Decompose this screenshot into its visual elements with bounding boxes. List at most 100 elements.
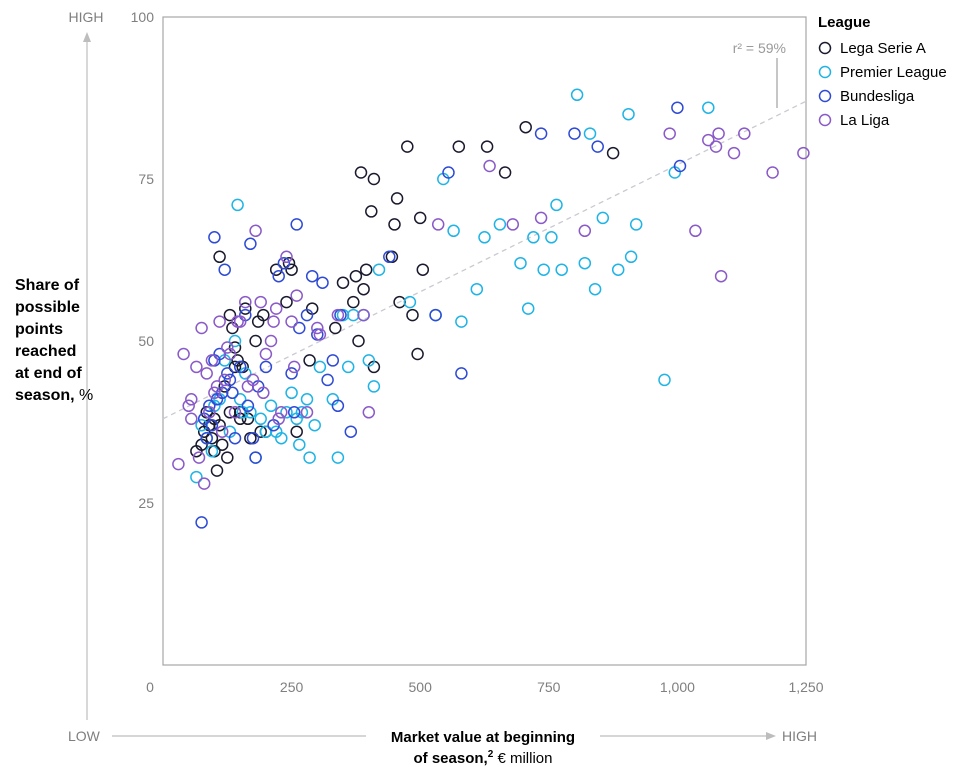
legend-title: League <box>818 14 871 31</box>
point-la-liga <box>177 347 190 361</box>
point-lega-serie-a <box>413 211 427 225</box>
point-bundesliga <box>334 308 347 322</box>
point-la-liga <box>331 308 345 322</box>
y-label-line-3: points <box>15 321 63 338</box>
x-label-superscript: 2 <box>488 749 494 760</box>
point-lega-serie-a <box>357 282 370 296</box>
point-premier-league <box>244 406 257 419</box>
point-lega-serie-a <box>390 192 404 205</box>
point-la-liga <box>483 159 496 173</box>
point-la-liga <box>221 341 234 354</box>
point-premier-league <box>300 393 314 406</box>
point-la-liga <box>285 315 298 328</box>
point-bundesliga <box>249 451 262 464</box>
point-bundesliga <box>287 406 301 419</box>
point-bundesliga <box>321 373 334 387</box>
point-bundesliga <box>383 250 396 264</box>
point-premier-league <box>550 198 563 212</box>
x-label-unit-text: € million <box>497 750 552 767</box>
point-premier-league <box>555 263 568 276</box>
point-la-liga <box>246 373 260 387</box>
point-bundesliga <box>305 269 319 283</box>
x-tick-label: 250 <box>280 679 304 695</box>
point-la-liga <box>269 302 283 315</box>
y-label-line-4: reached <box>15 343 76 360</box>
point-la-liga <box>714 269 728 283</box>
point-la-liga <box>738 127 751 140</box>
point-premier-league <box>264 399 278 413</box>
point-lega-serie-a <box>280 295 293 309</box>
point-premier-league <box>195 418 208 432</box>
point-premier-league <box>624 250 638 264</box>
point-lega-serie-a <box>359 263 373 276</box>
point-la-liga <box>182 399 195 413</box>
point-la-liga <box>709 140 723 153</box>
point-premier-league <box>447 224 460 238</box>
point-la-liga <box>200 367 213 380</box>
point-lega-serie-a <box>221 451 234 464</box>
point-lega-serie-a <box>239 302 252 315</box>
point-la-liga <box>766 166 779 179</box>
point-premier-league <box>583 127 597 140</box>
point-premier-league <box>455 315 468 328</box>
y-label-line-1: Share of <box>15 277 80 294</box>
plot-frame <box>162 16 807 666</box>
point-la-liga <box>727 146 741 160</box>
point-lega-serie-a <box>401 140 414 153</box>
point-la-liga <box>185 412 198 426</box>
point-bundesliga <box>429 308 442 322</box>
point-bundesliga <box>223 373 237 387</box>
point-premier-league <box>702 101 715 114</box>
point-bundesliga <box>591 140 604 153</box>
point-la-liga <box>210 380 224 393</box>
point-la-liga <box>702 133 715 147</box>
point-bundesliga <box>344 425 358 438</box>
point-premier-league <box>570 88 584 102</box>
point-lega-serie-a <box>354 166 368 179</box>
point-lega-serie-a <box>282 256 296 270</box>
point-la-liga <box>203 406 216 419</box>
point-bundesliga <box>671 101 684 114</box>
point-premier-league <box>596 211 610 225</box>
legend-marker <box>818 89 832 103</box>
point-premier-league <box>313 360 327 374</box>
point-premier-league <box>254 412 267 426</box>
point-bundesliga <box>331 399 345 413</box>
point-premier-league <box>470 282 484 296</box>
point-lega-serie-a <box>606 146 620 160</box>
point-la-liga <box>233 315 247 328</box>
point-bundesliga <box>218 263 231 276</box>
point-premier-league <box>403 295 417 309</box>
point-lega-serie-a <box>269 263 283 276</box>
point-lega-serie-a <box>349 269 363 283</box>
y-tick-label: 100 <box>131 9 155 25</box>
point-premier-league <box>493 218 507 231</box>
data-points <box>172 88 810 529</box>
point-premier-league <box>228 334 242 348</box>
point-bundesliga <box>244 237 257 251</box>
y-tick-label: 25 <box>138 495 154 511</box>
x-label-line-1: Market value at beginning <box>391 729 575 746</box>
y-tick-labels: 25 50 75 100 <box>131 9 155 511</box>
point-bundesliga <box>311 328 324 341</box>
y-tick-label: 75 <box>138 171 154 187</box>
point-la-liga <box>257 386 270 400</box>
legend-label: Bundesliga <box>840 88 915 105</box>
point-lega-serie-a <box>480 140 494 153</box>
point-la-liga <box>223 347 237 361</box>
point-lega-serie-a <box>228 360 242 374</box>
point-lega-serie-a <box>200 406 213 419</box>
point-premier-league <box>295 406 309 419</box>
point-la-liga <box>213 315 226 328</box>
point-lega-serie-a <box>388 218 401 231</box>
point-lega-serie-a <box>215 438 229 451</box>
x-label-line2-bold: of season, <box>414 750 488 767</box>
point-lega-serie-a <box>416 263 430 276</box>
point-premier-league <box>285 386 298 400</box>
point-premier-league <box>347 308 360 322</box>
point-la-liga <box>190 360 203 374</box>
point-la-liga <box>185 393 198 406</box>
point-lega-serie-a <box>254 425 267 438</box>
y-label-line-6: season, % <box>15 387 93 404</box>
point-lega-serie-a <box>303 354 316 367</box>
